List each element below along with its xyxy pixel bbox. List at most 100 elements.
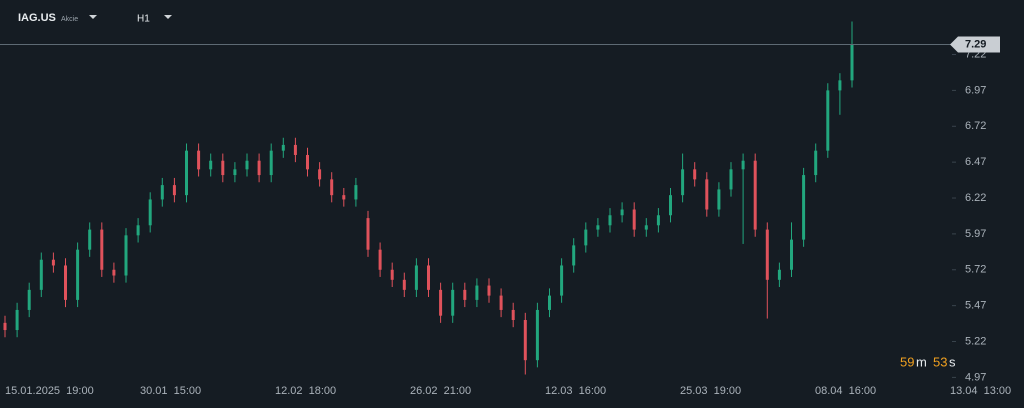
candle-body [160,185,164,200]
y-tick-label: 5.97 [965,228,986,240]
x-tick-label: 12.03 16:00 [545,385,606,397]
candle-body [814,150,818,176]
candle-body [209,160,213,170]
candle-body [669,195,672,216]
y-tick-label: 5.72 [965,264,986,276]
price-tag [950,36,1000,53]
y-tick-label: 6.22 [965,192,986,204]
instrument-kind: Akcie [61,16,78,23]
candle-body [88,229,92,250]
y-tick-label: 5.47 [965,300,986,312]
candle-body [535,309,539,361]
candle-body [572,245,576,266]
candle-body [402,279,406,290]
y-tick-label: 6.97 [965,84,986,96]
candle-body [27,289,31,310]
symbol-dropdown[interactable] [89,15,97,19]
x-tick-label: 30.01 15:00 [140,385,201,397]
candle-body [584,229,588,246]
candle-body [777,269,781,280]
candle-body [717,189,721,210]
x-tick-label: 25.03 19:00 [680,385,741,397]
candle-body [802,175,806,240]
candle-body [487,285,491,296]
countdown: 59 m 53 s [900,354,956,369]
symbol: IAG.US [18,12,56,24]
interval: H1 [137,14,150,25]
candle-body [596,225,600,230]
y-tick-label: 4.97 [965,371,986,383]
x-tick-label: 26.02 21:00 [410,385,471,397]
candle-body [451,289,455,316]
candle-body [330,179,334,196]
candle-body [197,150,201,170]
candle-body [681,169,685,196]
price-tag-label: 7.29 [965,38,986,50]
candle-body [790,239,793,270]
candle-body [463,289,467,300]
candle-body [439,289,443,316]
candle-body [64,265,67,300]
candle-body [850,44,854,81]
candle-body [560,265,564,296]
candle-body [826,90,830,151]
candle-body [693,169,697,180]
candle-body [511,309,515,320]
candle-body [257,160,261,176]
candle-body [523,319,527,361]
candle-body [838,80,842,91]
candle-body [741,160,745,170]
candle-body [39,259,43,290]
candle-body [644,225,648,230]
candle-body [765,229,769,280]
candle-body [245,160,249,170]
candle-body [414,265,418,290]
candle-body [233,169,237,176]
y-tick-label: 6.72 [965,120,986,132]
candle-body [281,144,285,151]
candle-body [632,209,636,230]
y-tick-label: 5.22 [965,335,986,347]
timer-seconds: 53 [933,354,947,369]
candle-body [15,309,19,331]
candle-body [378,249,382,270]
x-tick-label: 13.04 13:00 [950,385,1011,397]
candle-body [753,160,757,230]
y-tick-label: 6.47 [965,156,986,168]
candle-body [620,209,624,216]
candle-body [112,269,116,276]
candle-body [3,322,7,331]
candle-body [51,259,55,266]
candle-body [185,150,188,196]
x-tick-label: 15.01.2025 19:00 [5,385,94,397]
candle-body [221,160,225,176]
timer-minutes: 59 [900,354,914,369]
candle-body [76,249,80,300]
x-tick-label: 12.02 18:00 [275,385,336,397]
candle-body [342,195,346,200]
candle-body [366,218,370,250]
timer-m: m [916,354,927,369]
candle-body [608,215,612,226]
candle-body [499,295,503,310]
candle-body [269,150,273,176]
interval-dropdown[interactable] [164,15,172,19]
candle-body [318,169,322,180]
candle-body [475,285,479,300]
candle-body [427,265,430,290]
candle-body [390,269,394,280]
candle-body [148,199,152,226]
candle-body [705,179,709,210]
candle-body [354,185,358,200]
candle-body [729,169,733,190]
candle-body [306,154,309,170]
timer-s: s [949,354,956,369]
candle-body [136,225,140,236]
x-tick-label: 08.04 16:00 [815,385,876,397]
candle-body [172,185,176,196]
candle-body [100,229,104,270]
candle-body [293,144,297,155]
